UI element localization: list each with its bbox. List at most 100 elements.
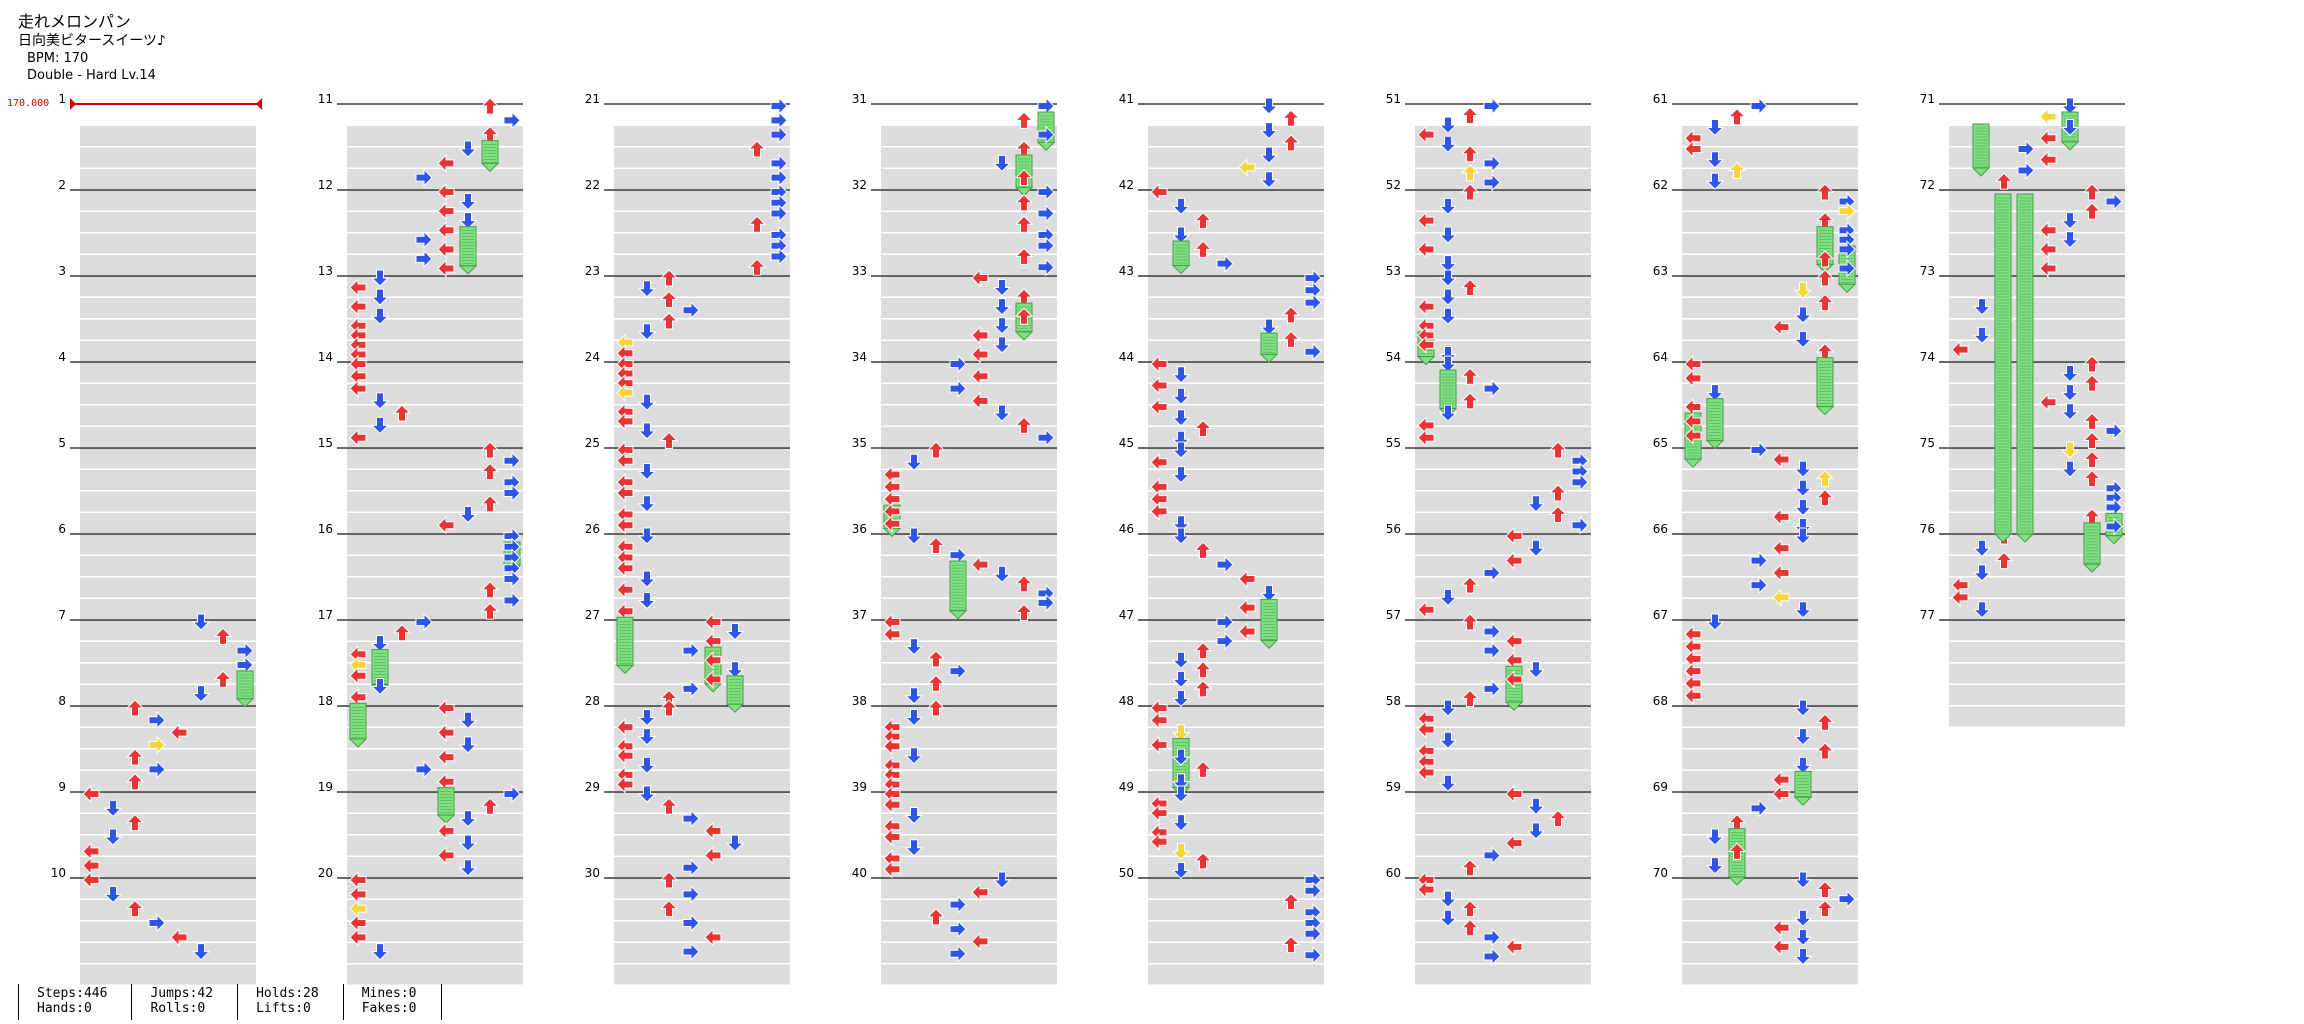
down-arrow (1705, 119, 1725, 137)
measure-number: 20 (318, 866, 333, 880)
measure-band (881, 900, 1057, 920)
down-arrow-shape (904, 839, 924, 857)
left-arrow (1417, 763, 1435, 782)
up-arrow (2082, 431, 2102, 449)
up-arrow-shape (1193, 240, 1213, 258)
down-arrow (1793, 871, 1813, 889)
up-arrow-shape (1281, 109, 1301, 127)
down-arrow-shape (458, 212, 478, 230)
hold-note-tail (458, 265, 478, 275)
down-arrow (1171, 724, 1191, 742)
down-arrow (1438, 355, 1458, 373)
measure-band (614, 792, 790, 813)
left-arrow-shape (1238, 622, 1256, 641)
left-arrow (616, 451, 634, 470)
right-arrow-shape (1750, 575, 1768, 595)
measure-band (1682, 362, 1858, 383)
right-arrow-shape (682, 679, 700, 699)
down-arrow (637, 323, 657, 341)
measure-band (1415, 599, 1591, 619)
up-arrow-shape (480, 495, 500, 513)
up-arrow (1193, 661, 1213, 679)
right-arrow (682, 942, 700, 961)
measure-band (881, 470, 1057, 490)
right-arrow-shape (415, 168, 433, 187)
measure-band (1148, 405, 1324, 426)
down-arrow (103, 799, 123, 818)
measure-number: 63 (1653, 264, 1668, 278)
down-arrow-shape (1259, 318, 1279, 336)
right-arrow-shape (1037, 428, 1055, 447)
down-arrow-shape (992, 298, 1012, 316)
down-arrow (904, 638, 924, 656)
measure-number: 37 (852, 608, 867, 622)
down-arrow (1438, 699, 1458, 717)
up-arrow (1014, 416, 1034, 434)
left-arrow-shape (1150, 182, 1168, 202)
measure-number: 44 (1119, 350, 1134, 364)
hold-note (481, 140, 499, 164)
left-arrow (1417, 720, 1435, 739)
left-arrow (971, 555, 989, 574)
down-arrow-shape (2060, 231, 2080, 249)
up-arrow-shape (1994, 551, 2014, 570)
measure-band (1415, 513, 1591, 533)
left-arrow (170, 723, 188, 742)
left-arrow (1238, 569, 1256, 589)
left-arrow (1417, 211, 1435, 230)
measure-number: 49 (1119, 780, 1134, 794)
left-arrow-shape (616, 559, 634, 578)
down-arrow-shape (1705, 613, 1725, 631)
left-arrow (616, 717, 634, 737)
measure-band (881, 190, 1057, 211)
right-arrow (949, 379, 967, 398)
left-arrow (2039, 393, 2057, 412)
bpm-change-marker: 170.000 (7, 98, 50, 109)
left-arrow-shape (349, 278, 367, 297)
right-arrow-shape (682, 913, 700, 933)
measure-band (614, 921, 790, 942)
measure-band (1415, 362, 1591, 383)
left-arrow-shape (437, 182, 455, 202)
up-arrow (659, 699, 679, 717)
measure-band (614, 470, 790, 490)
right-arrow (949, 919, 967, 939)
down-arrow (992, 154, 1012, 173)
up-arrow-shape (1193, 760, 1213, 778)
up-arrow-shape (1815, 293, 1835, 312)
right-arrow-shape (1483, 154, 1501, 173)
down-arrow (370, 269, 390, 287)
right-arrow-shape (949, 379, 967, 398)
up-arrow (125, 773, 145, 791)
measure-band (80, 513, 256, 533)
left-arrow (170, 928, 188, 947)
down-arrow-shape (1526, 539, 1546, 557)
right-arrow (1750, 551, 1768, 570)
up-arrow-shape (1815, 742, 1835, 760)
left-arrow (1150, 711, 1168, 730)
measure-band (881, 964, 1057, 985)
up-arrow (392, 624, 412, 642)
up-arrow-shape (1193, 419, 1213, 437)
down-arrow-shape (992, 279, 1012, 297)
measure-number: 24 (585, 350, 600, 364)
up-arrow-shape (1460, 392, 1480, 410)
down-arrow-shape (1705, 384, 1725, 402)
measure-band (614, 556, 790, 576)
right-arrow-shape (1216, 254, 1234, 273)
down-arrow (1793, 306, 1813, 324)
down-arrow-shape (1793, 460, 1813, 478)
hold-note (1706, 398, 1724, 442)
right-arrow (949, 944, 967, 963)
down-arrow (637, 422, 657, 440)
hold-note (1260, 332, 1278, 355)
up-arrow (1727, 108, 1747, 126)
left-arrow (82, 870, 100, 890)
measure-band (347, 384, 523, 404)
right-arrow-shape (1483, 379, 1501, 398)
down-arrow (1171, 785, 1191, 803)
right-arrow (1304, 924, 1322, 943)
left-arrow-shape (1505, 833, 1523, 853)
right-arrow-shape (415, 230, 433, 249)
left-arrow-shape (883, 860, 901, 879)
